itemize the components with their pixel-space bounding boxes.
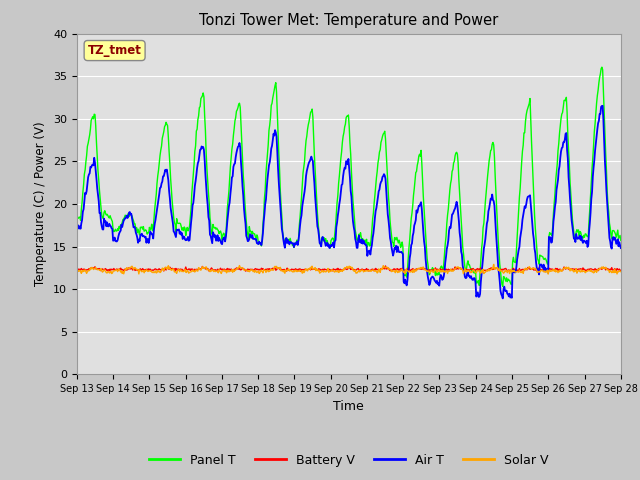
Air T (617, 245, 625, 251)
Air T (415, 203, 422, 209)
Panel T (617, 238, 625, 243)
Line: Solar V: Solar V (77, 264, 621, 274)
Air T (599, 103, 607, 108)
Battery V (194, 266, 202, 272)
Air T (431, 278, 438, 284)
Air T (139, 233, 147, 239)
Battery V (416, 266, 424, 272)
Panel T (499, 284, 507, 289)
Battery V (381, 263, 389, 269)
Battery V (73, 268, 81, 274)
Panel T (431, 268, 438, 274)
Solar V (415, 266, 422, 272)
Line: Battery V: Battery V (77, 266, 621, 272)
Y-axis label: Temperature (C) / Power (V): Temperature (C) / Power (V) (35, 122, 47, 286)
Air T (499, 296, 507, 301)
Panel T (73, 215, 81, 221)
Text: TZ_tmet: TZ_tmet (88, 44, 141, 57)
Solar V (139, 268, 147, 274)
Legend: Panel T, Battery V, Air T, Solar V: Panel T, Battery V, Air T, Solar V (144, 449, 554, 472)
Panel T (223, 219, 230, 225)
Panel T (415, 153, 422, 159)
Battery V (139, 266, 147, 272)
Solar V (83, 271, 90, 276)
Air T (223, 227, 230, 233)
Battery V (431, 265, 439, 271)
Battery V (223, 267, 230, 273)
Solar V (617, 269, 625, 275)
Title: Tonzi Tower Met: Temperature and Power: Tonzi Tower Met: Temperature and Power (199, 13, 499, 28)
Panel T (598, 64, 605, 70)
Air T (83, 188, 90, 194)
Air T (194, 160, 202, 166)
X-axis label: Time: Time (333, 400, 364, 413)
Solar V (194, 268, 202, 274)
Solar V (490, 262, 497, 267)
Battery V (617, 267, 625, 273)
Air T (73, 228, 81, 233)
Panel T (83, 153, 90, 158)
Solar V (73, 267, 81, 273)
Line: Air T: Air T (77, 106, 621, 299)
Line: Panel T: Panel T (77, 67, 621, 287)
Battery V (541, 269, 549, 275)
Battery V (83, 267, 90, 273)
Solar V (545, 271, 552, 277)
Solar V (431, 266, 438, 272)
Panel T (194, 117, 202, 122)
Solar V (223, 270, 230, 276)
Panel T (139, 226, 147, 232)
